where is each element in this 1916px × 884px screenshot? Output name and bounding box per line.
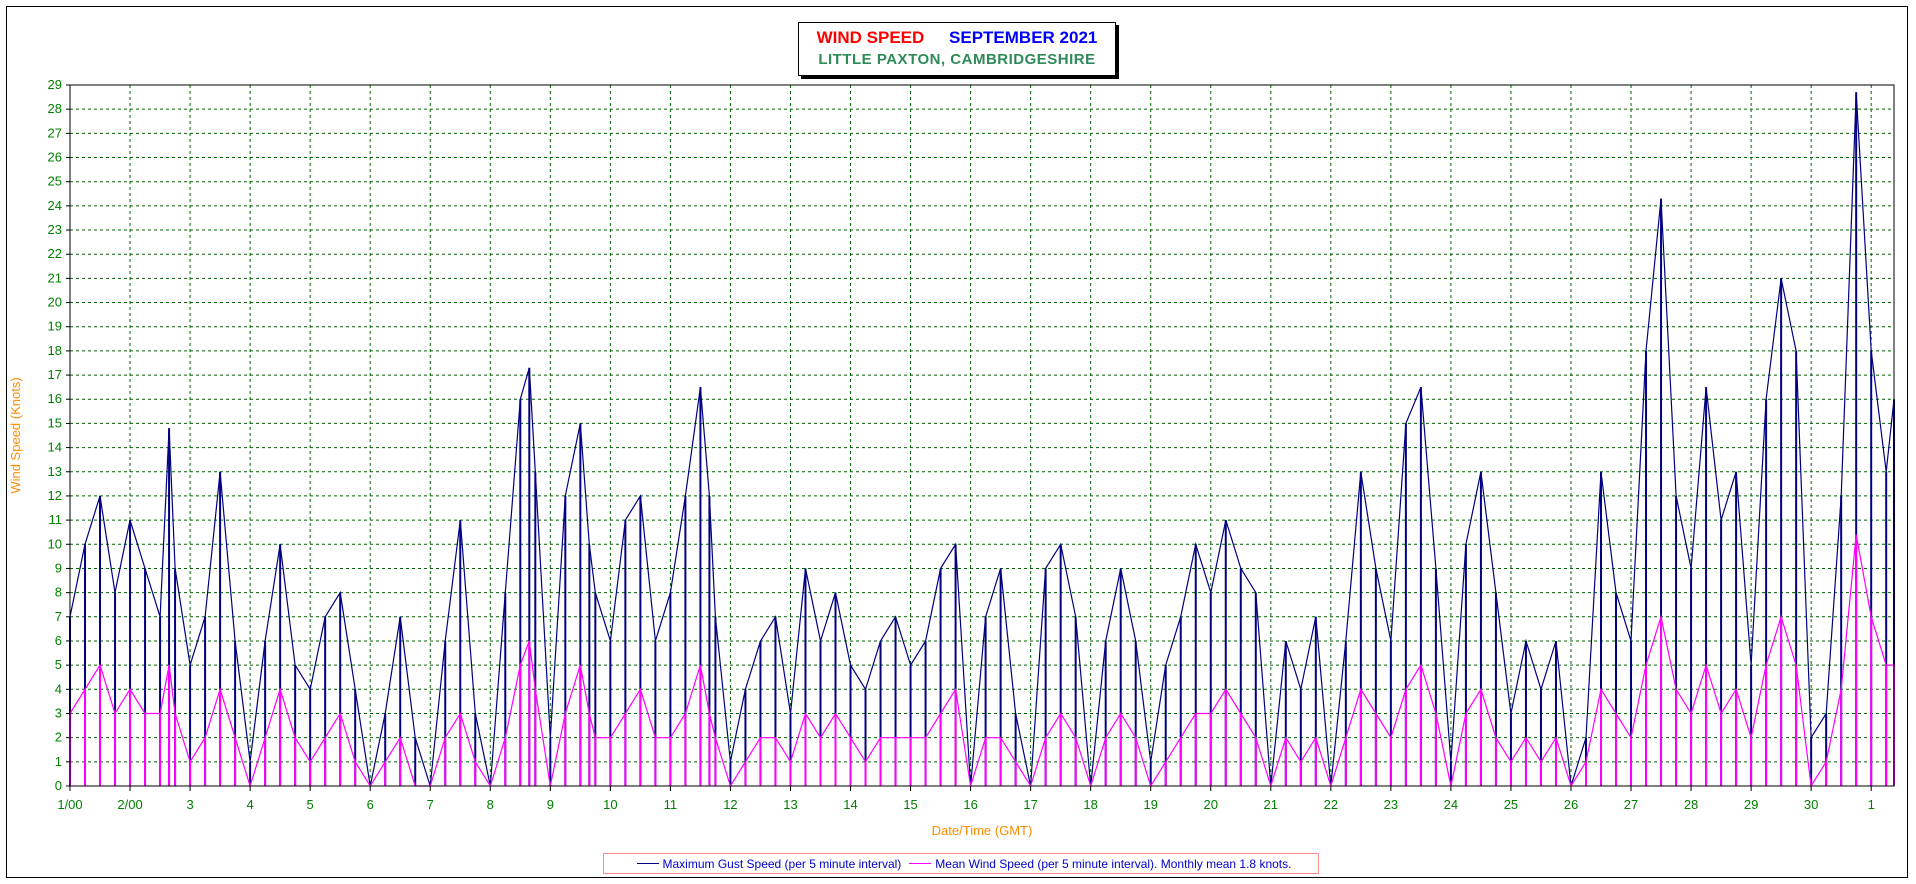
x-tick-label: 27 xyxy=(1624,797,1638,812)
chart-title: WIND SPEED xyxy=(816,28,925,47)
gust-legend-label: Maximum Gust Speed (per 5 minute interva… xyxy=(662,856,902,871)
chart-frame xyxy=(6,6,1908,878)
y-tick-label: 1 xyxy=(55,754,62,769)
y-tick-label: 0 xyxy=(55,778,62,793)
x-tick-label: 28 xyxy=(1684,797,1698,812)
x-tick-label: 15 xyxy=(903,797,917,812)
x-axis-ticks: 1/00 2/00 3 4 5 6 7 8 9 10 11 12 13 14 15 16 17 18 19 20 21 2… xyxy=(57,786,1875,812)
y-tick-label: 13 xyxy=(48,464,62,479)
x-tick-label: 22 xyxy=(1324,797,1338,812)
y-tick-label: 9 xyxy=(55,560,62,575)
y-tick-label: 5 xyxy=(55,657,62,672)
title-line: WIND SPEED SEPTEMBER 2021 xyxy=(799,28,1115,48)
y-tick-label: 22 xyxy=(48,246,62,261)
x-tick-label: 14 xyxy=(843,797,857,812)
y-tick-label: 17 xyxy=(48,367,62,382)
x-tick-label: 13 xyxy=(783,797,797,812)
y-tick-label: 10 xyxy=(48,536,62,551)
y-tick-label: 12 xyxy=(48,488,62,503)
x-tick-label: 24 xyxy=(1444,797,1458,812)
x-tick-label: 11 xyxy=(664,797,678,812)
mean-series xyxy=(69,534,1895,789)
x-tick-label: 9 xyxy=(547,797,554,812)
gust-series xyxy=(69,92,1895,787)
y-tick-label: 29 xyxy=(48,77,62,92)
x-tick-label: 30 xyxy=(1804,797,1818,812)
y-tick-label: 20 xyxy=(48,295,62,310)
chart-location: LITTLE PAXTON, CAMBRIDGESHIRE xyxy=(818,51,1096,68)
x-tick-label: 5 xyxy=(307,797,314,812)
y-tick-label: 19 xyxy=(48,319,62,334)
x-tick-label: 17 xyxy=(1023,797,1037,812)
x-tick-label: 6 xyxy=(367,797,374,812)
y-tick-label: 4 xyxy=(55,681,62,696)
x-tick-label: 23 xyxy=(1384,797,1398,812)
mean-legend-swatch xyxy=(909,863,932,864)
y-tick-label: 15 xyxy=(48,415,62,430)
y-tick-label: 18 xyxy=(48,343,62,358)
x-tick-label: 12 xyxy=(723,797,737,812)
x-tick-label: 1 xyxy=(1868,797,1875,812)
legend: Maximum Gust Speed (per 5 minute interva… xyxy=(603,853,1319,874)
x-tick-label: 29 xyxy=(1744,797,1758,812)
mean-legend-label: Mean Wind Speed (per 5 minute interval).… xyxy=(935,856,1292,871)
chart-month: SEPTEMBER 2021 xyxy=(949,28,1098,47)
x-tick-label: 18 xyxy=(1083,797,1097,812)
x-tick-label: 10 xyxy=(603,797,617,812)
x-tick-label: 26 xyxy=(1564,797,1578,812)
y-tick-label: 2 xyxy=(55,730,62,745)
x-axis-label: Date/Time (GMT) xyxy=(932,823,1033,838)
y-tick-label: 3 xyxy=(55,705,62,720)
x-tick-label: 2/00 xyxy=(117,797,142,812)
x-tick-label: 8 xyxy=(487,797,494,812)
y-axis-label: Wind Speed (Knots) xyxy=(8,377,23,493)
x-tick-label: 16 xyxy=(963,797,977,812)
y-tick-label: 28 xyxy=(48,101,62,116)
gust-line xyxy=(69,92,1895,787)
x-tick-label: 7 xyxy=(427,797,434,812)
x-tick-label: 3 xyxy=(186,797,193,812)
y-tick-label: 7 xyxy=(55,609,62,624)
y-tick-label: 6 xyxy=(55,633,62,648)
y-tick-label: 24 xyxy=(48,198,62,213)
y-tick-label: 8 xyxy=(55,585,62,600)
x-tick-label: 25 xyxy=(1504,797,1518,812)
grid-lines xyxy=(70,85,1894,786)
y-tick-label: 23 xyxy=(48,222,62,237)
x-tick-label: 19 xyxy=(1143,797,1157,812)
gust-legend-swatch xyxy=(636,863,659,864)
y-tick-label: 25 xyxy=(48,174,62,189)
x-tick-label: 20 xyxy=(1204,797,1218,812)
y-tick-label: 11 xyxy=(49,512,63,527)
chart-title-box: WIND SPEED SEPTEMBER 2021 LITTLE PAXTON,… xyxy=(798,22,1116,76)
y-tick-label: 26 xyxy=(48,150,62,165)
x-tick-label: 21 xyxy=(1264,797,1278,812)
x-tick-label: 1/00 xyxy=(57,797,82,812)
x-tick-label: 4 xyxy=(247,797,254,812)
y-tick-label: 14 xyxy=(48,440,62,455)
y-tick-label: 16 xyxy=(48,391,62,406)
y-axis-ticks: 0123456789101112131415161718192021222324… xyxy=(48,77,70,793)
y-tick-label: 21 xyxy=(48,270,62,285)
y-tick-label: 27 xyxy=(48,125,62,140)
plot-area xyxy=(69,84,1895,787)
